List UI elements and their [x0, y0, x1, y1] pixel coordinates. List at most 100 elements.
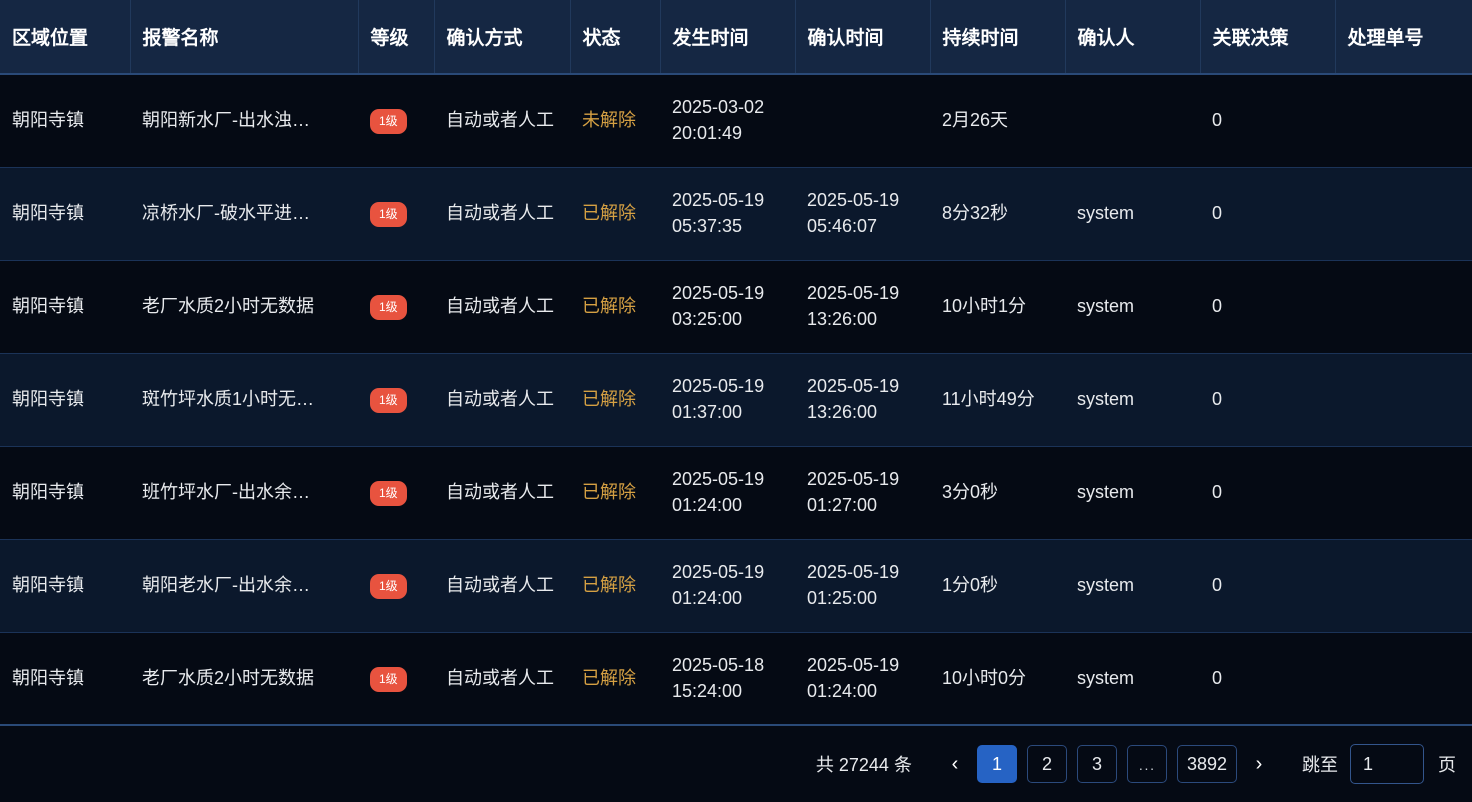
table-row[interactable]: 朝阳寺镇 老厂水质2小时无数据 1级 自动或者人工 已解除 2025-05-18 15:24… — [0, 632, 1472, 724]
level-badge: 1级 — [370, 481, 407, 506]
column-header-occur_time[interactable]: 发生时间 — [660, 0, 796, 75]
status-badge: 已解除 — [582, 574, 636, 595]
cell-duration: 2月26天 — [930, 74, 1065, 168]
jump-to-page-input[interactable] — [1350, 744, 1424, 784]
cell-occur-time: 2025-05-19 01:24:00 — [660, 539, 795, 633]
cell-area: 朝阳寺镇 — [0, 74, 130, 168]
cell-area: 朝阳寺镇 — [0, 167, 130, 261]
cell-status: 已解除 — [570, 446, 660, 540]
cell-duration: 1分0秒 — [930, 539, 1065, 633]
cell-decision: 0 — [1200, 167, 1335, 261]
alarm-table-container[interactable]: 区域位置 报警名称 等级 确认方式 状态 发生时间 确认时间 持续时间 确认人 关联决策 处理单号 … — [0, 0, 1472, 724]
cell-status: 已解除 — [570, 632, 660, 724]
prev-page-button[interactable]: ‹ — [951, 752, 959, 775]
cell-confirm-method: 自动或者人工 — [434, 446, 570, 540]
cell-occur-time: 2025-05-19 05:37:35 — [660, 167, 795, 261]
column-header-order_no[interactable]: 处理单号 — [1335, 0, 1472, 75]
cell-order-no — [1335, 167, 1472, 261]
table-row[interactable]: 朝阳寺镇 凉桥水厂-破水平进… 1级 自动或者人工 已解除 2025-05-19 05:37… — [0, 167, 1472, 261]
cell-decision: 0 — [1200, 74, 1335, 168]
page-number-buttons: 1 2 3 ··· 3892 — [972, 745, 1242, 783]
cell-confirmer: system — [1065, 353, 1200, 447]
column-header-decision[interactable]: 关联决策 — [1200, 0, 1336, 75]
cell-name: 朝阳老水厂-出水余… — [130, 539, 358, 633]
cell-name: 凉桥水厂-破水平进… — [130, 167, 358, 261]
cell-decision: 0 — [1200, 632, 1335, 724]
cell-occur-time: 2025-05-19 01:24:00 — [660, 446, 795, 540]
column-header-level[interactable]: 等级 — [358, 0, 435, 75]
cell-decision: 0 — [1200, 539, 1335, 633]
cell-level: 1级 — [358, 260, 434, 354]
cell-decision: 0 — [1200, 260, 1335, 354]
cell-name: 朝阳新水厂-出水浊… — [130, 74, 358, 168]
table-row[interactable]: 朝阳寺镇 斑竹坪水质1小时无… 1级 自动或者人工 已解除 2025-05-19 01:37… — [0, 353, 1472, 447]
cell-confirmer — [1065, 74, 1200, 168]
cell-area: 朝阳寺镇 — [0, 353, 130, 447]
column-header-name[interactable]: 报警名称 — [130, 0, 359, 75]
cell-level: 1级 — [358, 539, 434, 633]
table-row[interactable]: 朝阳寺镇 朝阳老水厂-出水余… 1级 自动或者人工 已解除 2025-05-19 01:24… — [0, 539, 1472, 633]
cell-name: 老厂水质2小时无数据 — [130, 260, 358, 354]
status-badge: 已解除 — [582, 388, 636, 409]
cell-confirm-time: 2025-05-19 05:46:07 — [795, 167, 930, 261]
page-unit-label: 页 — [1438, 755, 1456, 775]
cell-confirm-time: 2025-05-19 13:26:00 — [795, 260, 930, 354]
column-header-duration[interactable]: 持续时间 — [930, 0, 1066, 75]
cell-occur-time: 2025-05-19 03:25:00 — [660, 260, 795, 354]
jump-to-label: 跳至 — [1302, 755, 1338, 775]
pagination-footer: 共 27244 条 ‹ 123···3892 › 跳至 页 — [0, 724, 1472, 802]
cell-duration: 10小时0分 — [930, 632, 1065, 724]
cell-confirmer: system — [1065, 446, 1200, 540]
status-badge: 已解除 — [582, 202, 636, 223]
cell-decision: 0 — [1200, 446, 1335, 540]
page-button-3[interactable]: 3 — [1076, 745, 1117, 783]
cell-confirm-method: 自动或者人工 — [434, 353, 570, 447]
cell-name: 老厂水质2小时无数据 — [130, 632, 358, 724]
cell-confirm-time: 2025-05-19 01:25:00 — [795, 539, 930, 633]
cell-order-no — [1335, 446, 1472, 540]
cell-order-no — [1335, 260, 1472, 354]
next-page-button[interactable]: › — [1255, 752, 1263, 775]
column-header-confirm_time[interactable]: 确认时间 — [795, 0, 931, 75]
cell-area: 朝阳寺镇 — [0, 632, 130, 724]
page-button-3892[interactable]: 3892 — [1176, 745, 1237, 783]
table-row[interactable]: 朝阳寺镇 朝阳新水厂-出水浊… 1级 自动或者人工 未解除 2025-03-02 20:01… — [0, 74, 1472, 168]
cell-occur-time: 2025-05-19 01:37:00 — [660, 353, 795, 447]
cell-status: 未解除 — [570, 74, 660, 168]
total-count-label: 共 27244 条 — [815, 755, 912, 775]
cell-level: 1级 — [358, 446, 434, 540]
level-badge: 1级 — [370, 295, 407, 320]
column-header-status[interactable]: 状态 — [570, 0, 661, 75]
cell-occur-time: 2025-05-18 15:24:00 — [660, 632, 795, 724]
table-header: 区域位置 报警名称 等级 确认方式 状态 发生时间 确认时间 持续时间 确认人 关联决策 处理单号 — [0, 0, 1472, 75]
column-header-confirm_method[interactable]: 确认方式 — [434, 0, 571, 75]
cell-confirm-method: 自动或者人工 — [434, 260, 570, 354]
cell-decision: 0 — [1200, 353, 1335, 447]
cell-status: 已解除 — [570, 353, 660, 447]
cell-confirm-time — [795, 74, 930, 168]
cell-confirm-time: 2025-05-19 13:26:00 — [795, 353, 930, 447]
level-badge: 1级 — [370, 667, 407, 692]
table-row[interactable]: 朝阳寺镇 老厂水质2小时无数据 1级 自动或者人工 已解除 2025-05-19 03:25… — [0, 260, 1472, 354]
status-badge: 已解除 — [582, 667, 636, 688]
cell-level: 1级 — [358, 632, 434, 724]
table-body: 朝阳寺镇 朝阳新水厂-出水浊… 1级 自动或者人工 未解除 2025-03-02 20:01… — [0, 74, 1472, 724]
cell-occur-time: 2025-03-02 20:01:49 — [660, 74, 795, 168]
cell-duration: 3分0秒 — [930, 446, 1065, 540]
cell-area: 朝阳寺镇 — [0, 260, 130, 354]
cell-order-no — [1335, 353, 1472, 447]
page-button-1[interactable]: 1 — [976, 745, 1017, 783]
alarm-table: 区域位置 报警名称 等级 确认方式 状态 发生时间 确认时间 持续时间 确认人 关联决策 处理单号 … — [0, 0, 1472, 724]
cell-confirm-method: 自动或者人工 — [434, 74, 570, 168]
cell-level: 1级 — [358, 167, 434, 261]
cell-level: 1级 — [358, 353, 434, 447]
cell-confirmer: system — [1065, 539, 1200, 633]
column-header-area[interactable]: 区域位置 — [0, 0, 131, 75]
page-ellipsis-button[interactable]: ··· — [1126, 745, 1167, 783]
cell-area: 朝阳寺镇 — [0, 446, 130, 540]
table-row[interactable]: 朝阳寺镇 班竹坪水厂-出水余… 1级 自动或者人工 已解除 2025-05-19 01:24… — [0, 446, 1472, 540]
page-button-2[interactable]: 2 — [1026, 745, 1067, 783]
column-header-confirmer[interactable]: 确认人 — [1065, 0, 1201, 75]
cell-confirm-method: 自动或者人工 — [434, 632, 570, 724]
